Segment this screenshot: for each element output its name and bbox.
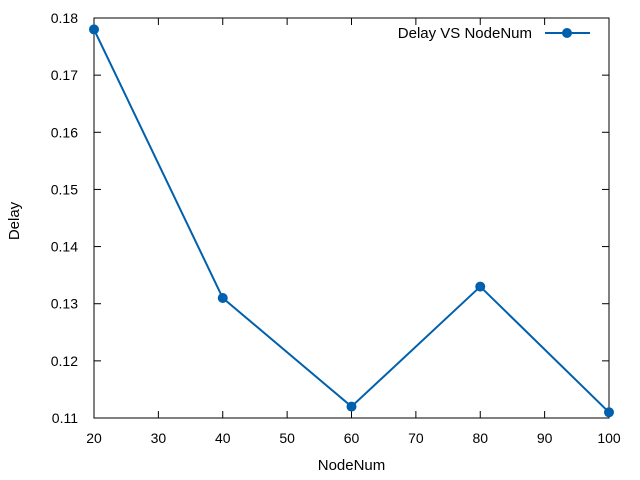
y-axis-label: Delay xyxy=(6,201,23,240)
y-tick-label: 0.16 xyxy=(51,124,78,140)
y-tick-label: 0.18 xyxy=(51,10,78,26)
series-line xyxy=(93,28,610,414)
x-axis-label: NodeNum xyxy=(318,457,386,474)
data-point xyxy=(475,281,486,292)
data-point xyxy=(604,407,614,418)
data-point xyxy=(217,293,228,303)
data-point xyxy=(346,401,357,412)
x-tick-label: 80 xyxy=(472,430,488,446)
x-tick-label: 20 xyxy=(86,430,102,446)
x-tick-label: 40 xyxy=(215,430,231,446)
data-point xyxy=(89,24,99,35)
y-tick-label: 0.14 xyxy=(51,239,78,255)
y-tick-label: 0.17 xyxy=(51,67,78,83)
tick-marks xyxy=(93,17,610,419)
x-tick-label: 50 xyxy=(279,430,295,446)
x-tick-label: 90 xyxy=(537,430,553,446)
legend-label: Delay VS NodeNum xyxy=(398,25,532,42)
x-tick-label: 70 xyxy=(408,430,424,446)
x-tick-label: 60 xyxy=(344,430,360,446)
legend: Delay VS NodeNum xyxy=(398,25,590,42)
plot-frame xyxy=(93,17,610,419)
y-tick-label: 0.11 xyxy=(52,410,78,426)
legend-marker xyxy=(562,28,572,38)
y-tick-label: 0.12 xyxy=(51,353,78,369)
series-layer xyxy=(89,24,614,418)
x-tick-label: 100 xyxy=(597,430,621,446)
y-tick-label: 0.13 xyxy=(51,296,78,312)
x-tick-label: 30 xyxy=(151,430,167,446)
tick-labels: 20 30 40 50 60 70 80 90 100 0.11 0.12 0.13 0.14 0.15 0… xyxy=(51,10,621,446)
y-tick-label: 0.15 xyxy=(51,181,78,197)
